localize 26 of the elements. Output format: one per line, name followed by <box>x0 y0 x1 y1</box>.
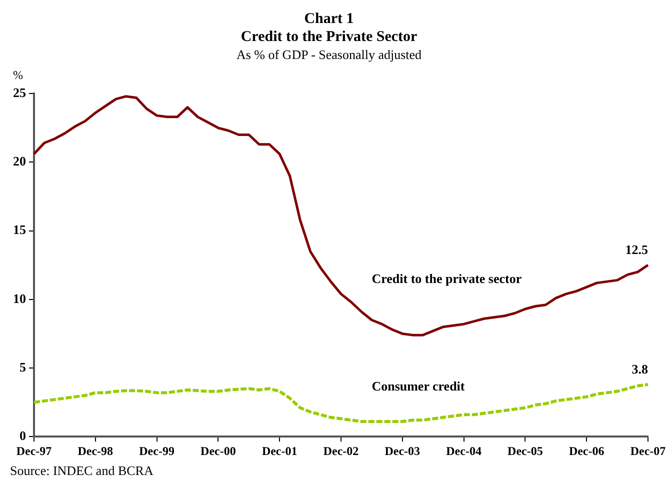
y-axis-title: % <box>13 68 23 82</box>
x-tick-label: Dec-01 <box>262 444 298 458</box>
x-tick-label: Dec-07 <box>630 444 666 458</box>
y-tick-label: 10 <box>13 290 26 306</box>
y-tick-label: 0 <box>20 428 26 443</box>
chart-subtitle: As % of GDP - Seasonally adjusted <box>236 47 422 62</box>
x-tick-label: Dec-00 <box>200 444 236 458</box>
x-tick-label: Dec-03 <box>384 444 420 458</box>
line-series <box>32 382 650 424</box>
x-tick-label: Dec-97 <box>16 444 52 458</box>
x-tick-label: Dec-05 <box>508 444 543 458</box>
y-tick-label: 5 <box>20 359 26 374</box>
x-tick-label: Dec-99 <box>139 444 174 458</box>
x-tick-label: Dec-02 <box>323 444 359 458</box>
data-label: 12.5 <box>625 242 648 257</box>
y-tick-label: 15 <box>13 222 26 238</box>
x-tick-label: Dec-04 <box>446 444 482 458</box>
chart-title: Chart 1 Credit to the Private Sector <box>240 10 418 45</box>
x-tick-label: Dec-98 <box>78 444 114 458</box>
data-label: 3.8 <box>632 361 648 376</box>
x-tick-label: Dec-06 <box>568 444 604 458</box>
series-label: Credit to the private sector <box>372 270 522 286</box>
series-label: Consumer credit <box>372 378 466 394</box>
y-tick-label: 20 <box>13 154 26 169</box>
source-note: Source: INDEC and BCRA <box>10 462 154 478</box>
y-tick-label: 25 <box>13 84 26 100</box>
